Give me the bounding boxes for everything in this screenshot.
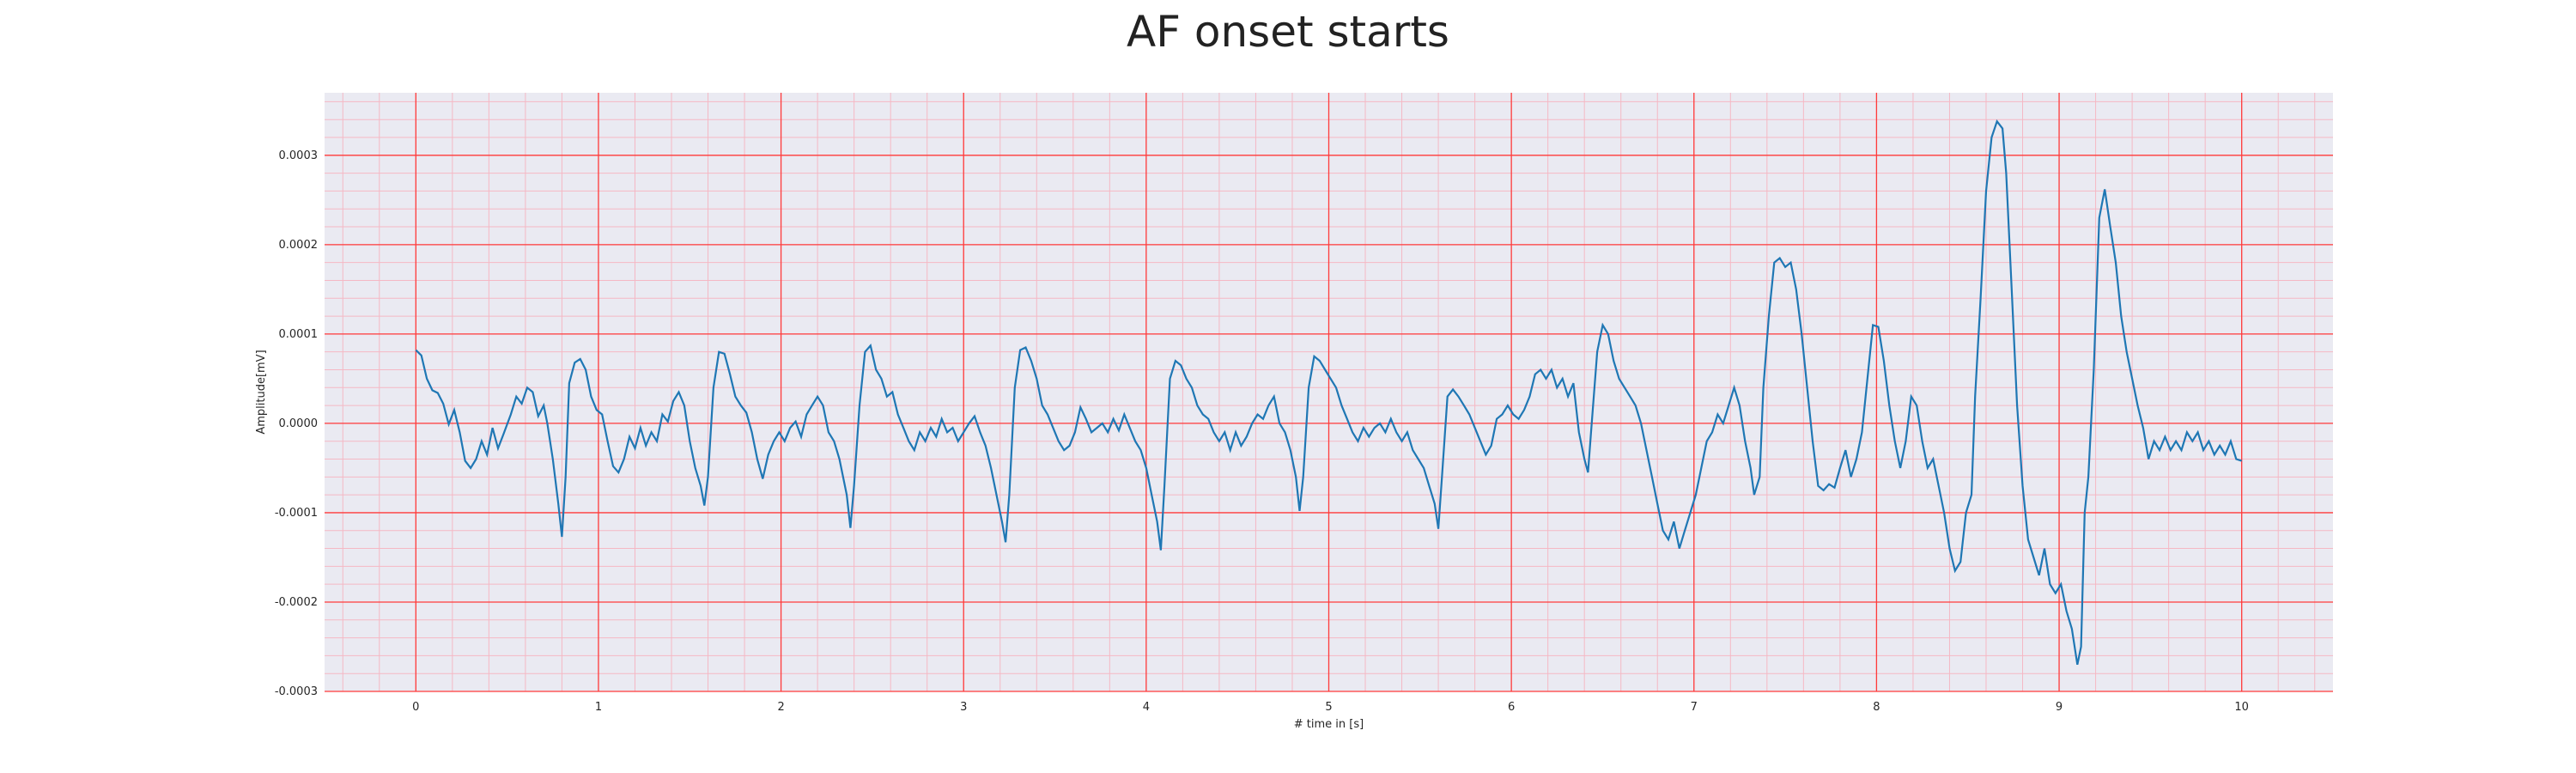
y-tick-label: -0.0002 (275, 596, 318, 609)
ecg-signal-line (415, 119, 2243, 666)
x-tick-label: 9 (2056, 701, 2063, 714)
x-axis-ticks: 0 1 2 3 4 5 6 7 8 9 10 (412, 701, 2249, 714)
y-tick-label: -0.0001 (275, 507, 318, 520)
chart-title: AF onset starts (1127, 7, 1449, 57)
y-tick-label: 0.0000 (279, 417, 319, 430)
y-axis-ticks: -0.0003 -0.0002 -0.0001 0.0000 0.0001 0.0002 0… (275, 149, 318, 698)
x-tick-label: 5 (1325, 701, 1332, 714)
x-tick-label: 2 (777, 701, 784, 714)
x-tick-label: 1 (595, 701, 602, 714)
x-tick-label: 10 (2234, 701, 2249, 714)
x-tick-label: 7 (1691, 701, 1698, 714)
major-grid (325, 93, 2333, 692)
x-tick-label: 0 (412, 701, 419, 714)
y-tick-label: 0.0003 (279, 149, 319, 162)
x-tick-label: 6 (1508, 701, 1515, 714)
y-axis-label: Amplitude[mV] (255, 350, 268, 434)
y-tick-label: 0.0002 (279, 239, 319, 252)
x-axis-label: # time in [s] (1294, 718, 1364, 731)
y-tick-label: 0.0001 (279, 328, 319, 341)
y-tick-label: -0.0003 (275, 685, 318, 698)
x-tick-label: 3 (960, 701, 967, 714)
x-tick-label: 8 (1873, 701, 1880, 714)
x-tick-label: 4 (1143, 701, 1150, 714)
